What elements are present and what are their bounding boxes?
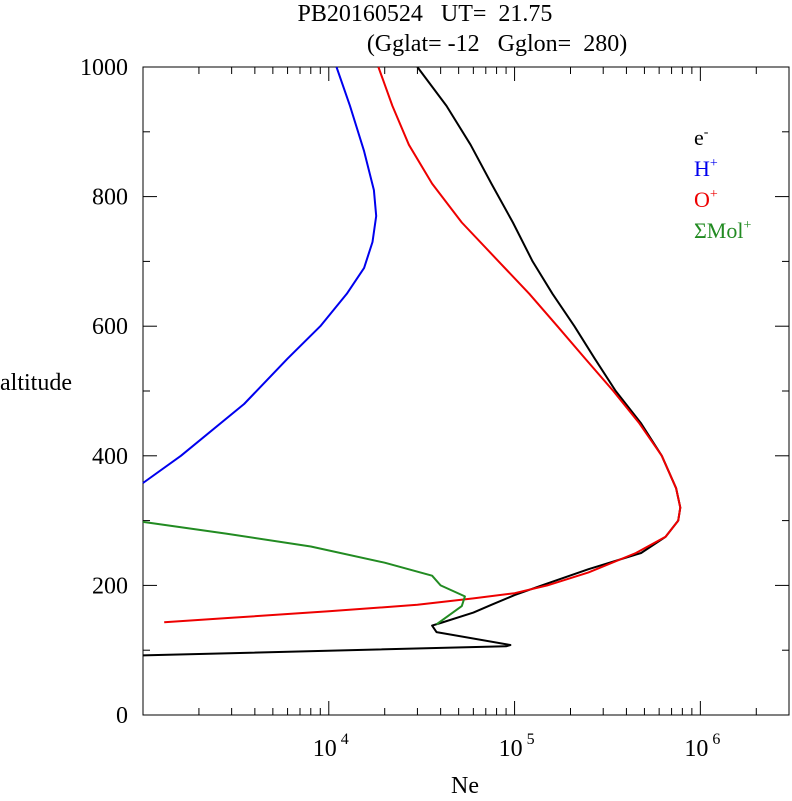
x-tick-label-exponent: 4 xyxy=(341,731,349,748)
x-tick-label: 10 xyxy=(313,736,337,762)
y-tick-label: 0 xyxy=(116,703,128,729)
series-line-o xyxy=(164,66,682,624)
y-tick-label: 400 xyxy=(92,444,128,470)
x-tick-label-exponent: 5 xyxy=(527,731,535,748)
x-axis-label: Ne xyxy=(451,773,479,796)
series-line-h xyxy=(142,66,378,484)
series-layer xyxy=(142,66,682,657)
legend: e- H+ O+ ΣMol+ xyxy=(694,125,751,243)
y-tick-label: 600 xyxy=(92,314,128,340)
chart-title: PB20160524 UT= 21.75 xyxy=(298,1,553,27)
x-tick-label: 10 xyxy=(499,736,523,762)
legend-entry: H+ xyxy=(694,156,718,181)
x-tick-label-exponent: 6 xyxy=(712,731,720,748)
legend-entry: O+ xyxy=(694,187,718,212)
y-tick-label: 1000 xyxy=(80,55,128,81)
chart-subtitle: (Gglat= -12 Gglon= 280) xyxy=(367,31,627,57)
y-tick-label: 200 xyxy=(92,573,128,599)
y-axis-label: altitude xyxy=(0,370,72,396)
legend-entry: ΣMol+ xyxy=(694,218,751,243)
x-tick-label: 10 xyxy=(684,736,708,762)
legend-entry: e- xyxy=(694,125,709,150)
series-line-mol xyxy=(142,520,466,626)
y-tick-label: 800 xyxy=(92,185,128,211)
tick-marks xyxy=(142,66,790,716)
